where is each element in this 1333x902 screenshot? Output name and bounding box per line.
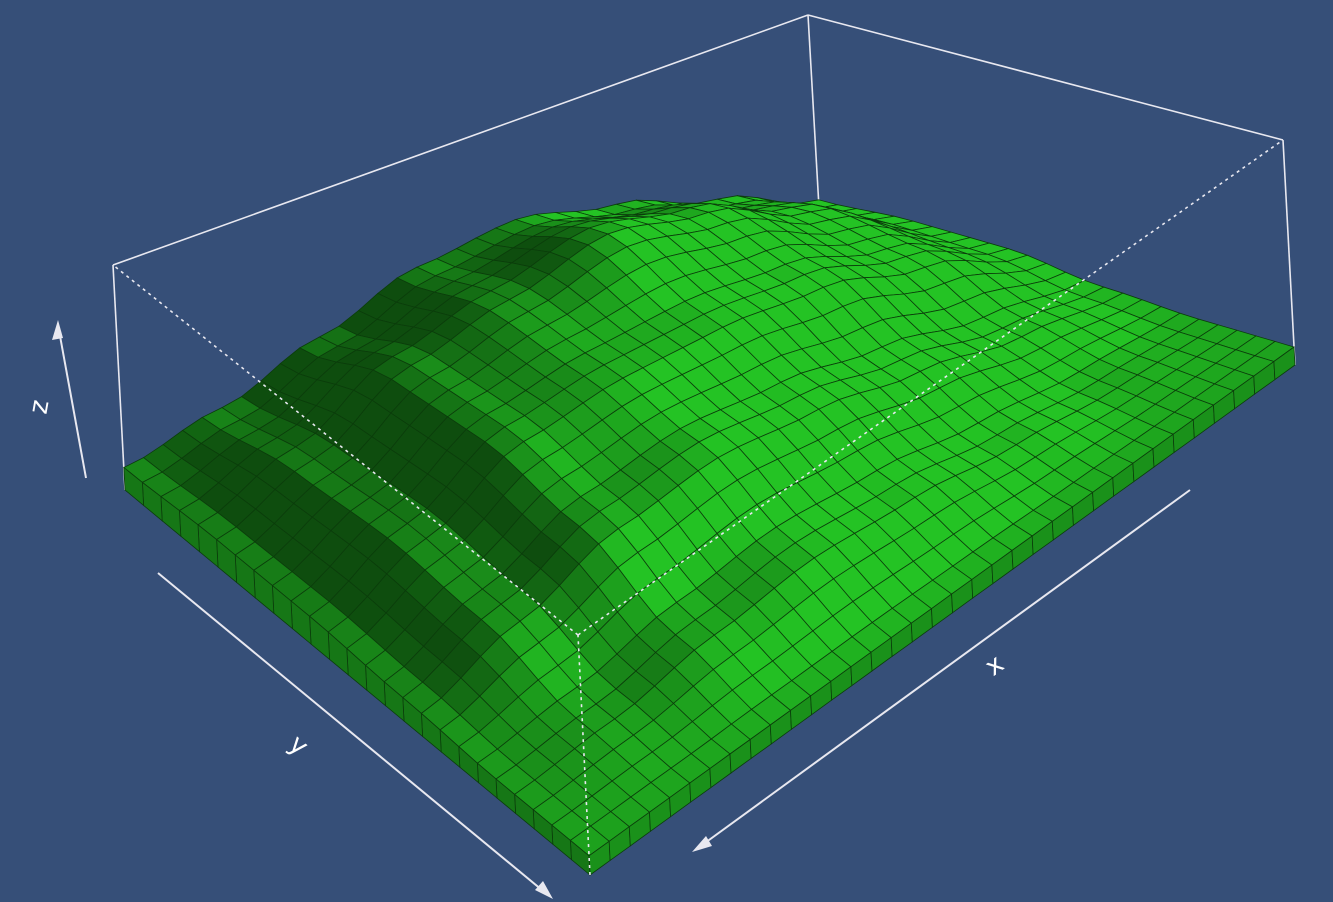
box-edge	[112, 264, 126, 491]
x-axis-line	[697, 489, 1191, 849]
box-edge	[1282, 139, 1296, 366]
z-axis-line	[57, 324, 87, 479]
box-edge-hidden	[112, 264, 579, 636]
z-axis-arrow	[52, 320, 63, 340]
box-front	[112, 139, 1284, 876]
base-wall	[1273, 346, 1296, 381]
y-axis-arrow	[535, 881, 553, 899]
z-axis: z	[24, 320, 87, 479]
base-wall	[123, 466, 145, 507]
box-edge-hidden	[577, 634, 591, 876]
y-axis-line	[157, 572, 549, 896]
z-axis-label: z	[24, 398, 56, 417]
box-edge	[112, 14, 809, 266]
box-edge	[807, 14, 1284, 141]
x-axis-arrow	[692, 836, 712, 852]
box-edge	[807, 14, 821, 226]
surface	[123, 195, 1296, 876]
